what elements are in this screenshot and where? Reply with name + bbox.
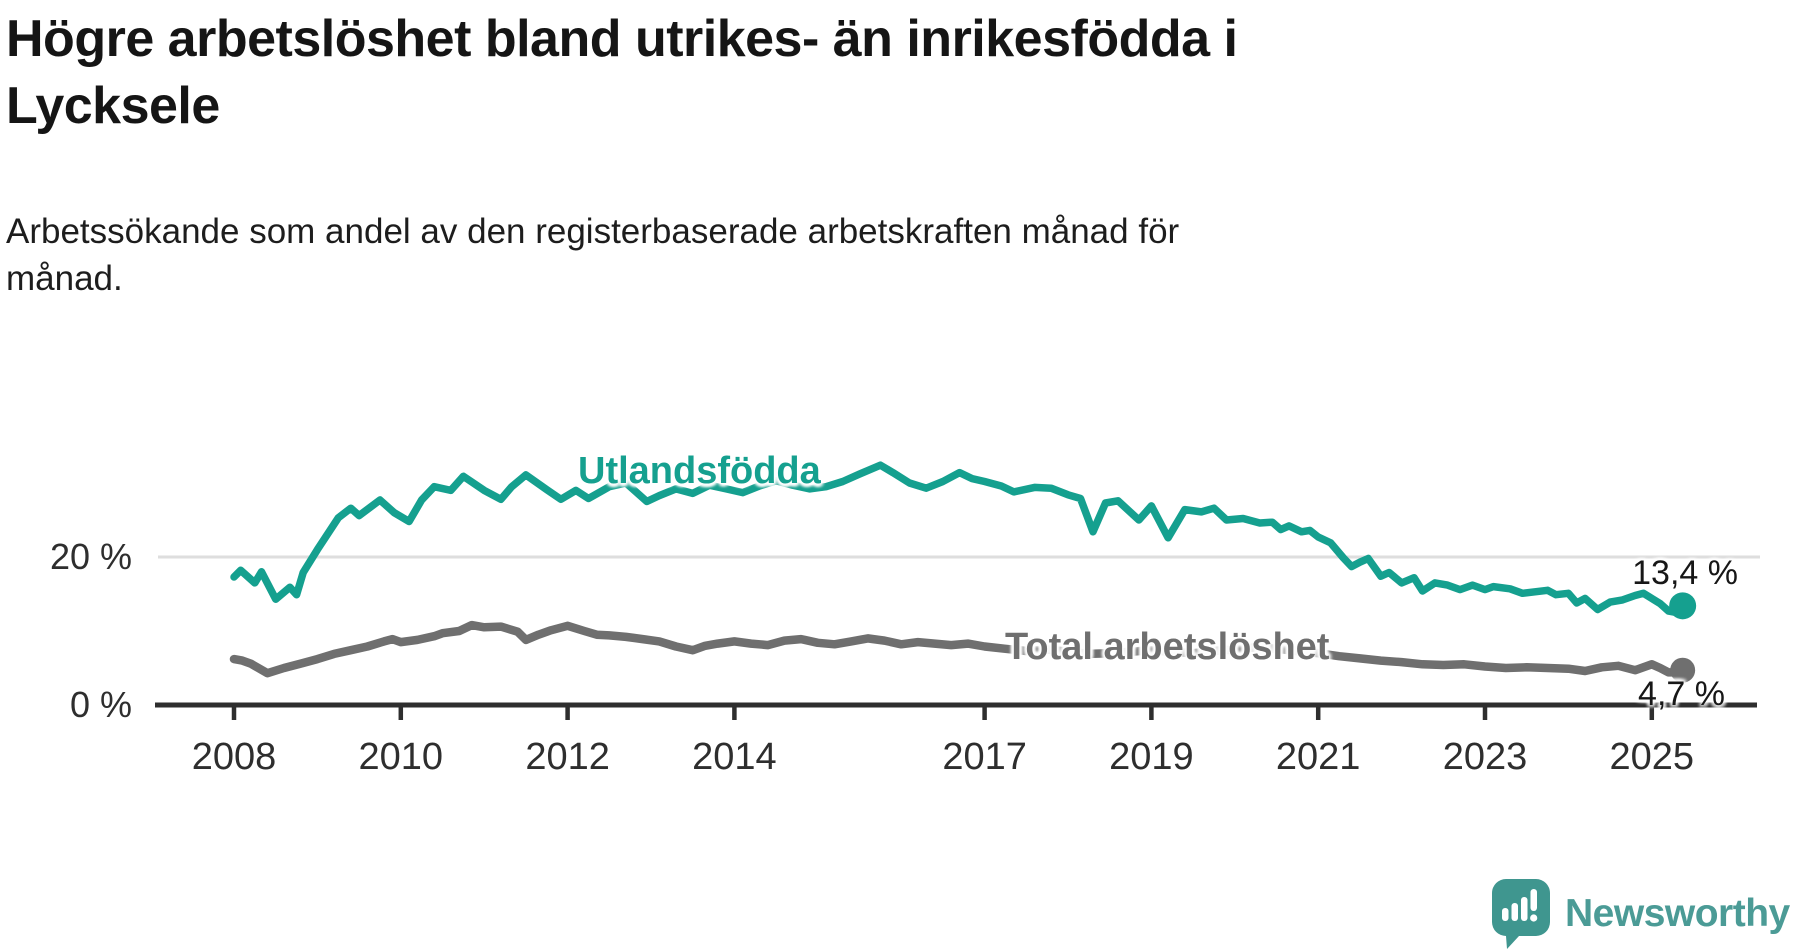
x-axis-tick-label-2025: 2025	[1609, 736, 1695, 778]
x-axis-tick-label-2014: 2014	[692, 736, 777, 778]
utlandsfodda-line	[230, 461, 1687, 617]
utlandsfodda-end-dot	[1669, 592, 1697, 620]
total-arbetsloshet-line	[229, 620, 1687, 678]
series-label-utlandsfodda: Utlandsfödda	[578, 450, 821, 492]
chart-title-line2: Lycksele	[6, 77, 220, 135]
end-value-label-utlandsfodda: 13,4 %	[1632, 554, 1738, 592]
x-axis-tick-label-2019: 2019	[1109, 736, 1194, 778]
newsworthy-logo: Newsworthy	[1492, 879, 1790, 949]
chart-subtitle: Arbetssökande som andel av den registerb…	[6, 208, 1486, 302]
x-axis-tick-label-2008: 2008	[191, 736, 277, 778]
chart-title-line1: Högre arbetslöshet bland utrikes- än inr…	[6, 10, 1238, 68]
newsworthy-logo-text: Newsworthy	[1565, 892, 1790, 935]
chart-subtitle-line1: Arbetssökande som andel av den registerb…	[6, 212, 1180, 251]
x-axis-tick-label-2017: 2017	[942, 736, 1027, 778]
x-axis-tick-label-2010: 2010	[358, 736, 444, 778]
series-label-total-arbetsloshet: Total arbetslöshet	[1005, 626, 1330, 668]
total-end-dot	[1670, 657, 1696, 683]
x-axis-tick-label-2023: 2023	[1442, 736, 1528, 778]
end-value-label-total: 4,7 %	[1638, 675, 1725, 713]
y-axis-tick-label-20: 20 %	[49, 536, 132, 577]
x-axis-tick-label-2012: 2012	[525, 736, 610, 778]
chart-title: Högre arbetslöshet bland utrikes- än inr…	[6, 6, 1506, 140]
chart-subtitle-line2: månad.	[6, 259, 123, 298]
x-axis-tick-label-2021: 2021	[1275, 736, 1361, 778]
speech-bubble-bar-chart-icon	[1492, 879, 1550, 949]
y-axis-tick-label-0: 0 %	[69, 684, 132, 725]
